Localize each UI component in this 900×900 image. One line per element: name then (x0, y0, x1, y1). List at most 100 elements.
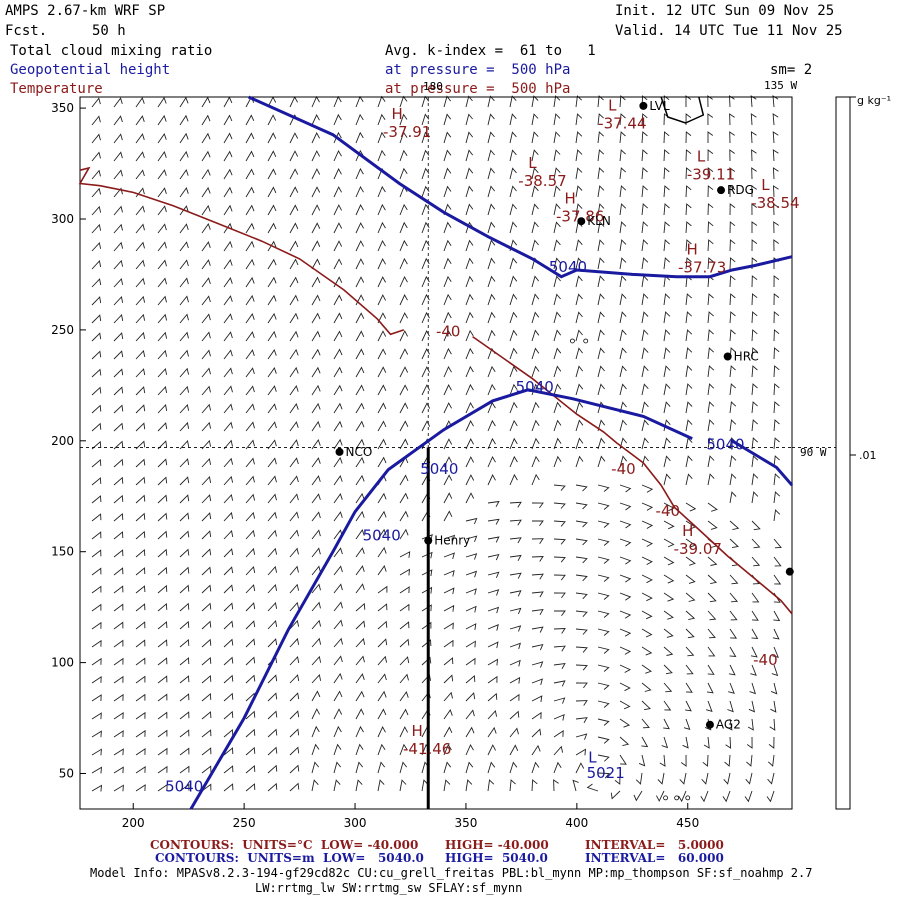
wind-barb (773, 574, 782, 585)
wind-barb (707, 473, 715, 486)
wind-barb (179, 512, 190, 522)
wind-barb (135, 386, 146, 396)
wind-barb (641, 239, 649, 252)
wind-barb (421, 551, 433, 559)
wind-barb (201, 403, 212, 414)
wind-barb (597, 574, 610, 582)
low-marker: L (761, 176, 770, 194)
wind-barb (619, 682, 631, 692)
wind-barb (531, 643, 544, 651)
wind-barb (399, 761, 408, 774)
wind-barb (223, 385, 233, 396)
wind-barb (135, 277, 146, 288)
wind-barb (333, 330, 343, 342)
wind-barb (635, 772, 643, 785)
wind-barb (201, 566, 212, 576)
wind-barb (531, 661, 544, 668)
wind-barb (553, 730, 564, 738)
wind-barb (223, 96, 233, 108)
wind-barb (575, 419, 584, 432)
wind-barb (377, 330, 387, 342)
wind-barb (443, 691, 453, 702)
wind-barb (487, 437, 496, 450)
wind-barb (619, 149, 626, 162)
wind-barb (311, 547, 321, 558)
wind-barb (289, 782, 300, 792)
wind-barb (421, 131, 430, 144)
wind-barb (575, 167, 583, 180)
wind-barb (641, 736, 649, 748)
wind-barb (766, 790, 775, 803)
wind-barb (729, 221, 736, 234)
wind-barb (267, 330, 277, 342)
high-marker: H (565, 189, 576, 207)
wind-barb (289, 710, 300, 720)
wind-barb (355, 149, 364, 162)
wind-barb (751, 520, 761, 531)
wind-barb (333, 547, 343, 558)
wind-barb (201, 150, 211, 162)
wind-barb (641, 664, 652, 674)
field-height-label: Geopotential height (10, 62, 171, 78)
wind-barb (179, 223, 189, 234)
wind-barb (157, 151, 167, 162)
wind-barb (399, 149, 408, 162)
wind-barb (91, 621, 102, 630)
wind-barb (707, 574, 718, 585)
wind-barb (91, 513, 102, 522)
wind-barb (135, 784, 146, 792)
wind-barb (685, 347, 693, 360)
wind-barb (355, 204, 364, 216)
wind-barb (465, 257, 474, 270)
wind-barb (641, 329, 649, 342)
wind-barb (113, 97, 123, 108)
wind-barb (135, 476, 146, 486)
wind-barb (707, 221, 714, 234)
wind-barb (553, 761, 562, 774)
wind-barb (179, 530, 190, 540)
wind-barb (333, 167, 342, 180)
wind-barb (487, 329, 496, 342)
wind-barb (553, 680, 566, 687)
wind-barb (685, 538, 697, 548)
wind-barb (91, 169, 101, 180)
wind-barb (729, 113, 735, 126)
wind-barb (641, 167, 648, 180)
wind-barb (421, 604, 432, 612)
wind-barb (597, 329, 605, 342)
wind-barb (135, 151, 145, 162)
wind-barb (91, 422, 102, 432)
wind-barb (487, 726, 497, 738)
wind-barb (399, 438, 409, 450)
wind-barb (179, 114, 189, 126)
wind-barb (245, 258, 255, 270)
wind-barb (487, 658, 499, 666)
wind-barb (641, 437, 649, 450)
wind-barb (641, 149, 648, 162)
wind-barb (135, 313, 146, 324)
wind-barb (135, 675, 146, 684)
wind-barb (223, 349, 233, 360)
wind-barb (377, 528, 387, 540)
wind-barb (487, 553, 500, 561)
wind-barb (267, 728, 278, 738)
wind-barb (531, 95, 539, 108)
wind-barb (223, 367, 233, 378)
wind-barb (553, 610, 566, 617)
wind-barb (377, 565, 387, 576)
wind-barb (773, 275, 780, 288)
wind-barb (531, 573, 544, 580)
wind-barb (575, 748, 587, 756)
station-label: LVL (649, 99, 670, 113)
wind-barb (685, 682, 693, 693)
y-tick-label: 50 (59, 767, 74, 781)
wind-barb (619, 700, 631, 710)
wind-barb (531, 221, 539, 234)
wind-barb (553, 239, 561, 252)
wind-barb (707, 437, 715, 450)
wind-barb (531, 520, 544, 527)
wind-barb (509, 607, 522, 615)
avg-k-index: Avg. k-index = 61 to 1 (385, 43, 596, 59)
wind-barb (355, 743, 364, 756)
extremum-value: -37.73 (678, 258, 726, 276)
